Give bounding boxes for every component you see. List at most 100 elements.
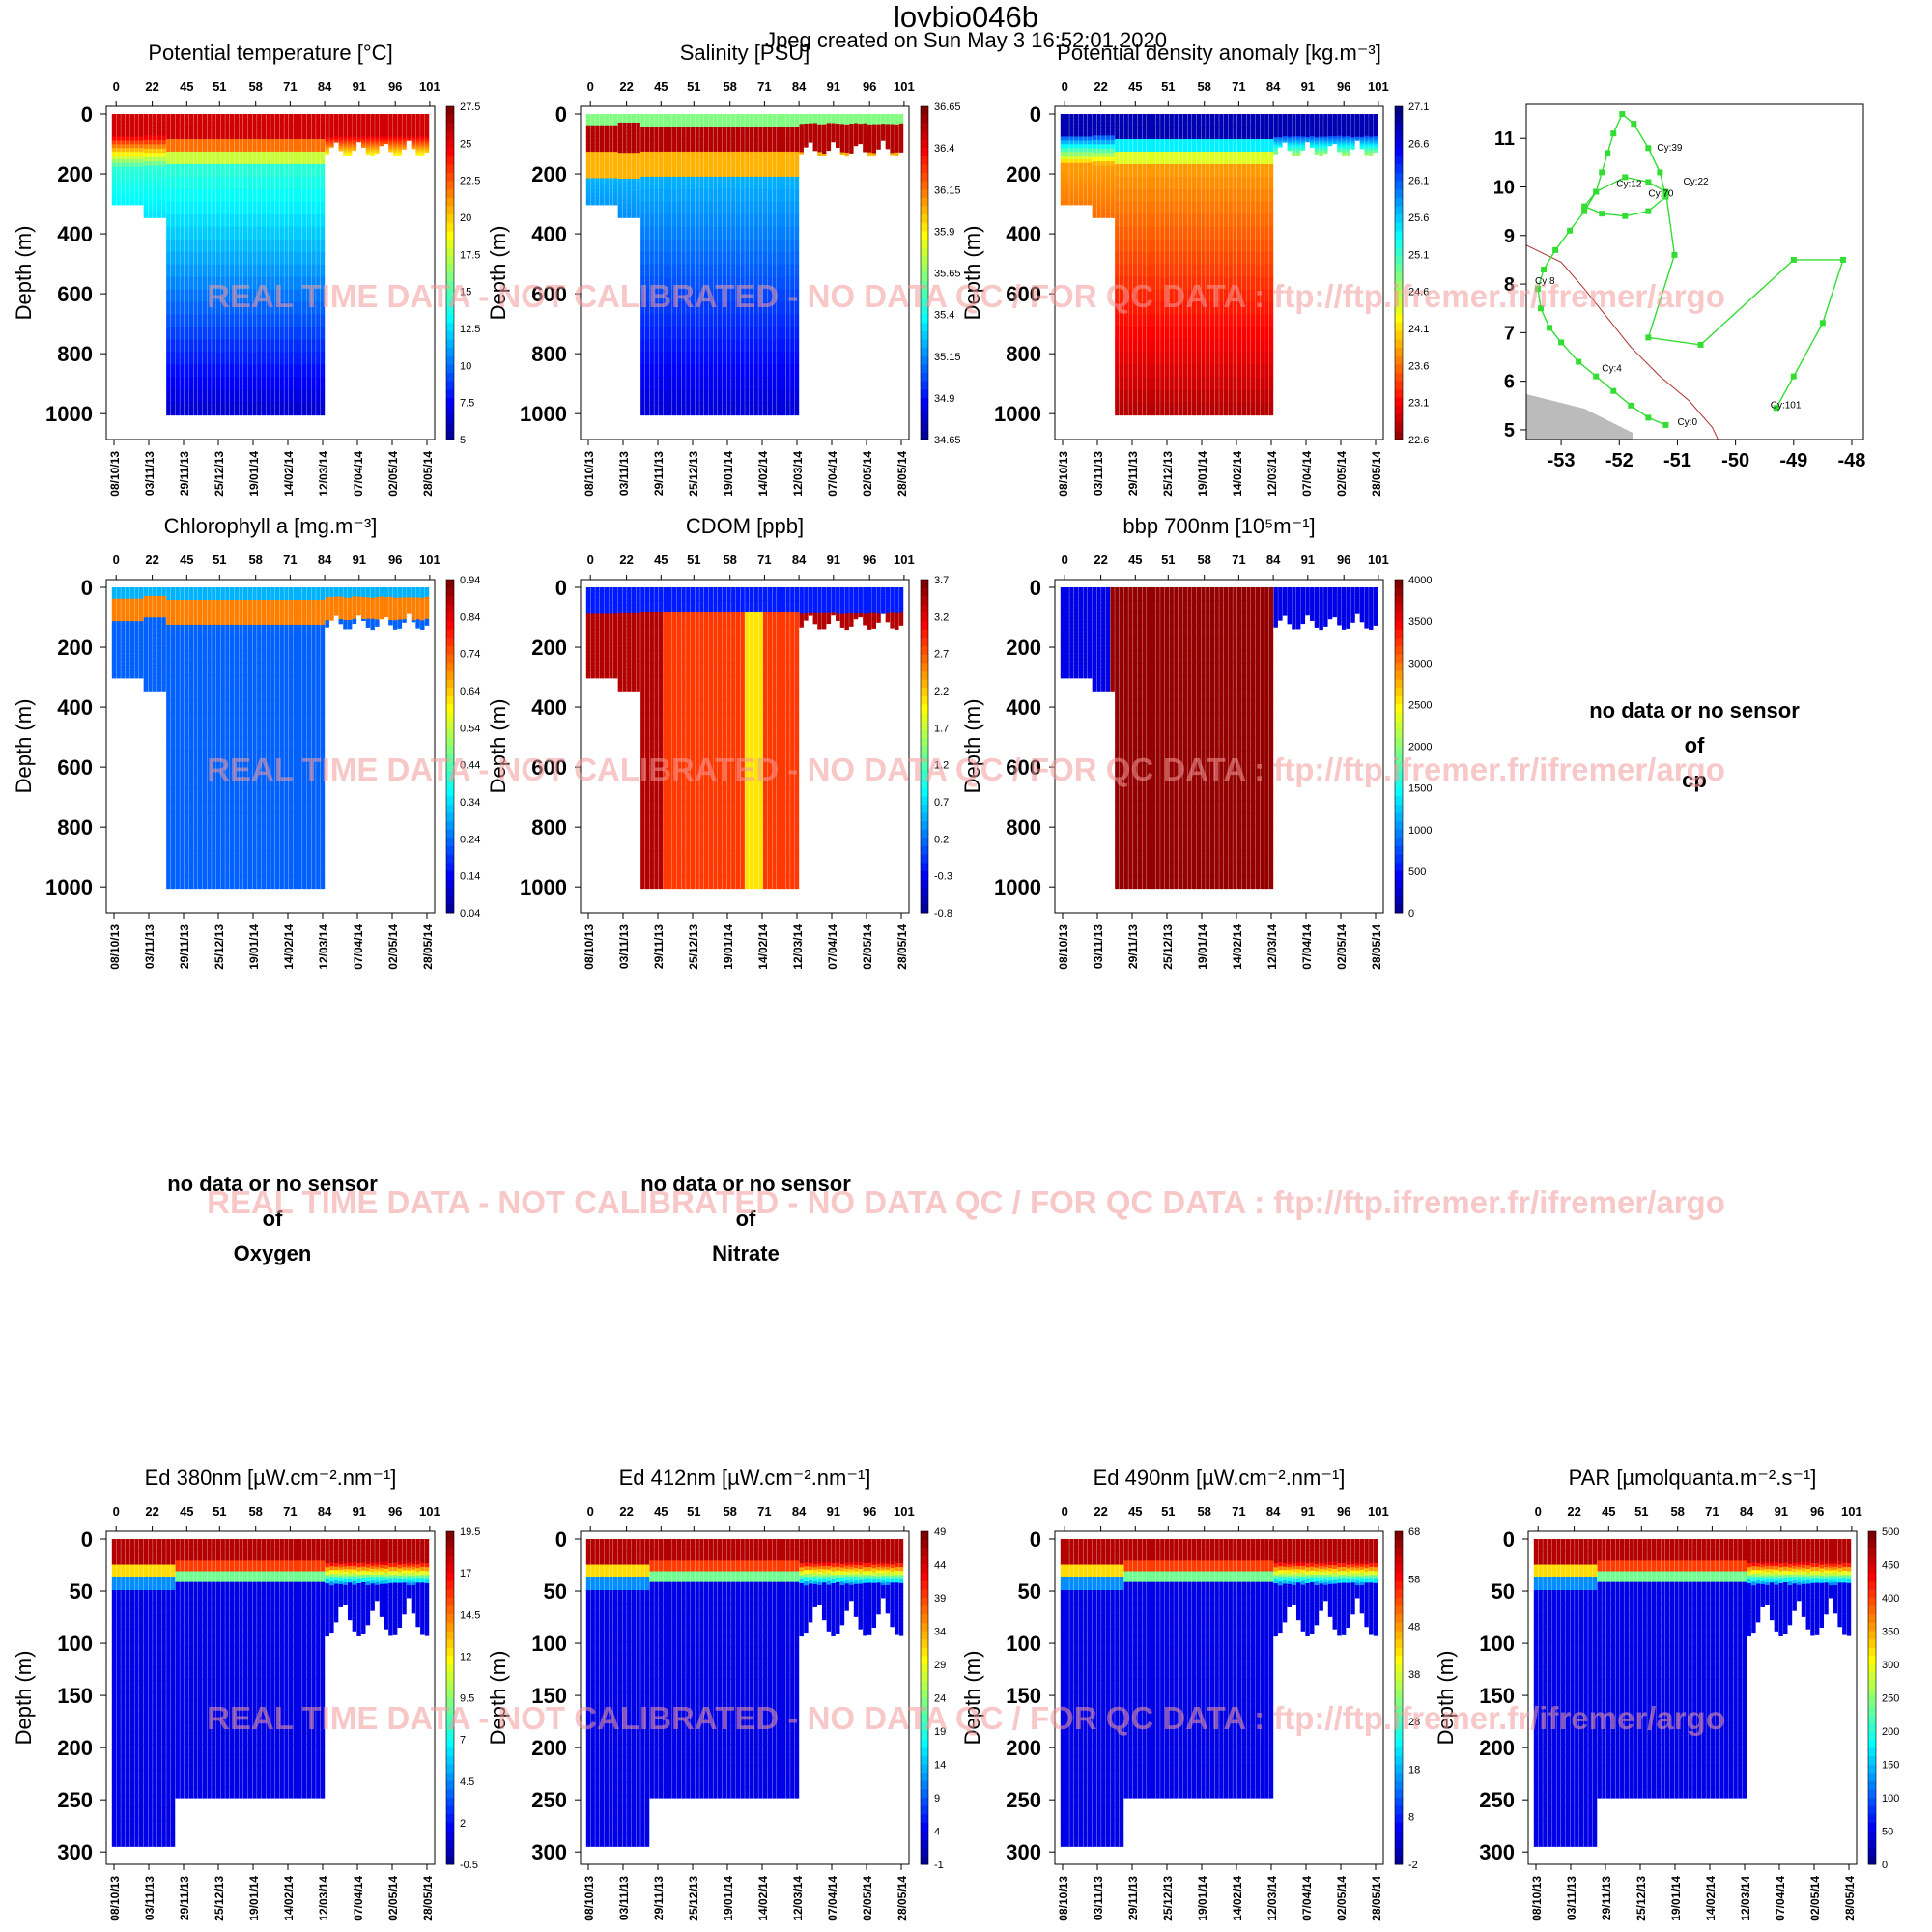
profile-cell — [239, 352, 243, 366]
profile-cell — [161, 179, 166, 185]
profile-cell — [609, 136, 613, 141]
profile-cell — [731, 213, 736, 228]
profile-cell — [1196, 352, 1202, 366]
profile-cell — [895, 147, 899, 150]
profile-cell — [153, 118, 157, 124]
profile-cell — [388, 117, 393, 120]
profile-cell — [333, 120, 339, 122]
profile-cell — [270, 352, 275, 366]
profile-cell — [166, 301, 171, 316]
profile-cell — [749, 327, 754, 341]
profile-cell — [758, 377, 763, 391]
profile-cell — [293, 188, 298, 203]
profile-cell — [384, 127, 388, 129]
profile-cell — [654, 226, 659, 241]
profile-cell — [1273, 125, 1278, 128]
profile-cell — [676, 138, 682, 153]
profile-cell — [695, 352, 699, 366]
profile-cell — [844, 126, 849, 129]
profile-cell — [261, 251, 267, 266]
profile-cell — [298, 239, 302, 253]
profile-cell — [1196, 364, 1202, 379]
profile-cell — [1182, 339, 1187, 354]
profile-cell — [1128, 213, 1133, 228]
profile-cell — [885, 125, 891, 128]
profile-cell — [111, 170, 117, 176]
profile-cell — [1132, 251, 1138, 266]
profile-cell — [740, 364, 745, 379]
profile-cell — [1300, 144, 1306, 147]
profile-cell — [686, 138, 691, 153]
profile-cell — [649, 289, 654, 303]
profile-cell — [1092, 144, 1097, 150]
profile-cell — [234, 339, 239, 354]
colorbar-cell — [446, 130, 454, 140]
profile-cell — [808, 135, 813, 138]
profile-cell — [279, 188, 284, 203]
profile-cell — [1119, 151, 1124, 165]
profile-cell — [1178, 352, 1183, 366]
profile-cell — [627, 179, 632, 185]
profile-cell — [180, 402, 185, 416]
date-tick-label: 28/05/14 — [421, 451, 435, 497]
profile-cell — [1132, 239, 1138, 253]
profile-cell — [726, 314, 731, 328]
profile-cell — [1260, 339, 1264, 354]
profile-cell — [325, 115, 329, 119]
profile-cell — [663, 301, 668, 316]
profile-cell — [804, 131, 809, 134]
profile-cell — [658, 364, 664, 379]
profile-cell — [1174, 201, 1179, 215]
profile-cell — [785, 213, 790, 228]
profile-cell — [225, 364, 230, 379]
profile-cell — [333, 121, 339, 124]
profile-cell — [392, 134, 398, 138]
profile-cell — [1206, 188, 1210, 203]
profile-cell — [361, 116, 366, 119]
profile-cell — [1268, 188, 1274, 203]
profile-cell — [242, 176, 248, 190]
profile-cell — [388, 114, 393, 117]
profile-cell — [812, 141, 817, 144]
profile-cell — [266, 251, 270, 266]
profile-cell — [654, 251, 659, 266]
profile-cell — [686, 364, 691, 379]
profile-cell — [895, 154, 899, 156]
profile-cell — [735, 114, 741, 128]
profile-cell — [658, 352, 664, 366]
profile-cell — [753, 176, 758, 190]
profile-cell — [347, 121, 353, 124]
profile-cell — [668, 402, 672, 416]
profile-cell — [1236, 251, 1242, 266]
profile-cell — [836, 128, 840, 131]
profile-cell — [1115, 201, 1120, 215]
profile-cell — [708, 352, 713, 366]
profile-cell — [411, 119, 416, 123]
profile-cell — [311, 138, 316, 153]
profile-cell — [876, 147, 881, 150]
profile-cell — [188, 289, 194, 303]
profile-cell — [640, 138, 645, 153]
profile-cell — [863, 122, 867, 125]
colorbar-cell — [446, 173, 454, 183]
profile-cell — [1327, 114, 1333, 116]
profile-cell — [1132, 377, 1138, 391]
profile-cell — [804, 122, 809, 125]
profile-cell — [604, 189, 609, 194]
profile-cell — [595, 193, 600, 198]
profile-cell — [293, 213, 298, 228]
profile-cell — [306, 213, 312, 228]
profile-cell — [1228, 213, 1233, 228]
profile-cell — [731, 226, 736, 241]
date-tick-label: 25/12/13 — [213, 451, 226, 497]
profile-cell — [749, 402, 754, 416]
profile-cell — [1065, 182, 1069, 186]
profile-cell — [876, 141, 881, 144]
profile-cell — [717, 239, 723, 253]
profile-cell — [1233, 188, 1237, 203]
profile-cell — [1282, 122, 1288, 125]
profile-cell — [644, 327, 650, 341]
profile-cell — [288, 201, 294, 215]
profile-cell — [198, 389, 203, 404]
profile-cell — [1083, 193, 1088, 198]
